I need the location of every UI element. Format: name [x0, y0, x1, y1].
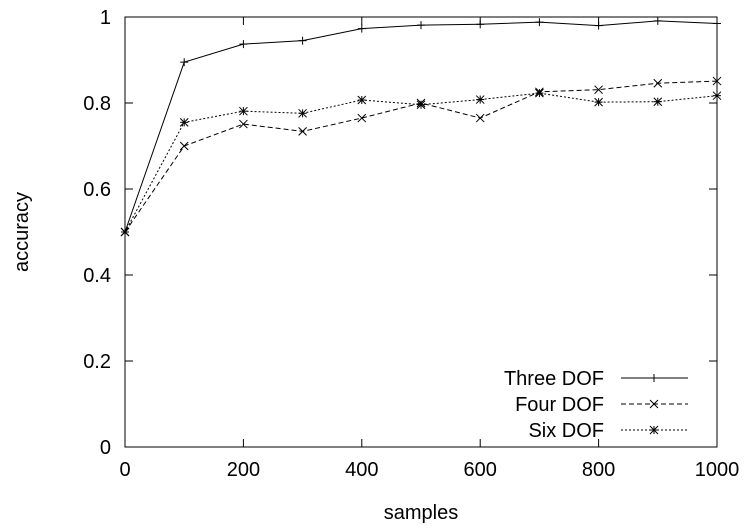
y-tick-label: 0.8: [83, 93, 111, 115]
legend: Three DOF Four DOF Six DOF: [504, 368, 688, 442]
legend-item: Six DOF: [528, 420, 688, 442]
legend-label: Three DOF: [504, 368, 604, 390]
y-tick-label: 1: [100, 7, 111, 29]
data-point: [120, 227, 130, 237]
data-point: [475, 95, 485, 104]
y-tick-label: 0.4: [83, 265, 111, 287]
series-six-dof: [120, 88, 722, 237]
legend-label: Six DOF: [528, 420, 604, 442]
series-three-dof: [121, 16, 721, 236]
data-point: [653, 97, 663, 107]
data-point: [298, 108, 307, 118]
axis-ticks: 0 200 400 600 800 1000 0 0.2 0.4 0.6 0.8 1: [83, 7, 739, 481]
y-tick-label: 0.2: [83, 351, 111, 373]
x-tick-label: 800: [582, 459, 615, 481]
x-tick-label: 400: [345, 459, 378, 481]
data-point: [594, 85, 603, 95]
data-point: [357, 95, 367, 105]
legend-marker: [649, 425, 659, 435]
data-point: [594, 21, 603, 30]
series-layer: [120, 16, 722, 237]
data-point: [476, 20, 485, 29]
data-point: [239, 40, 248, 49]
data-point: [653, 78, 663, 88]
legend-item: Three DOF: [504, 368, 688, 390]
data-point: [416, 100, 426, 110]
data-point: [713, 19, 721, 28]
x-tick-label: 0: [119, 459, 130, 481]
series-line: [124, 92, 718, 233]
data-point: [535, 18, 544, 27]
x-tick-label: 200: [227, 459, 260, 481]
data-point: [298, 127, 307, 136]
plot-frame: [124, 16, 718, 448]
data-point: [417, 21, 425, 30]
y-tick-label: 0.6: [83, 179, 111, 201]
data-point: [180, 58, 189, 67]
data-point: [357, 24, 366, 33]
x-tick-label: 1000: [695, 459, 740, 481]
data-point: [239, 106, 248, 116]
data-point: [712, 91, 722, 101]
data-point: [712, 76, 722, 86]
data-point: [298, 36, 307, 45]
data-point: [357, 113, 367, 123]
data-point: [653, 16, 662, 25]
x-tick-label: 600: [464, 459, 497, 481]
y-tick-label: 0: [100, 437, 111, 459]
legend-marker: [649, 399, 659, 409]
data-point: [239, 119, 248, 129]
data-point: [594, 97, 603, 107]
legend-item: Four DOF: [515, 394, 688, 416]
data-point: [535, 88, 544, 98]
y-axis-label: accuracy: [11, 192, 33, 272]
x-axis-label: samples: [384, 502, 458, 524]
series-line: [124, 20, 718, 233]
data-point: [475, 113, 485, 123]
data-point: [179, 141, 189, 151]
data-point: [179, 117, 189, 127]
legend-marker: [650, 374, 658, 382]
legend-label: Four DOF: [515, 394, 604, 416]
